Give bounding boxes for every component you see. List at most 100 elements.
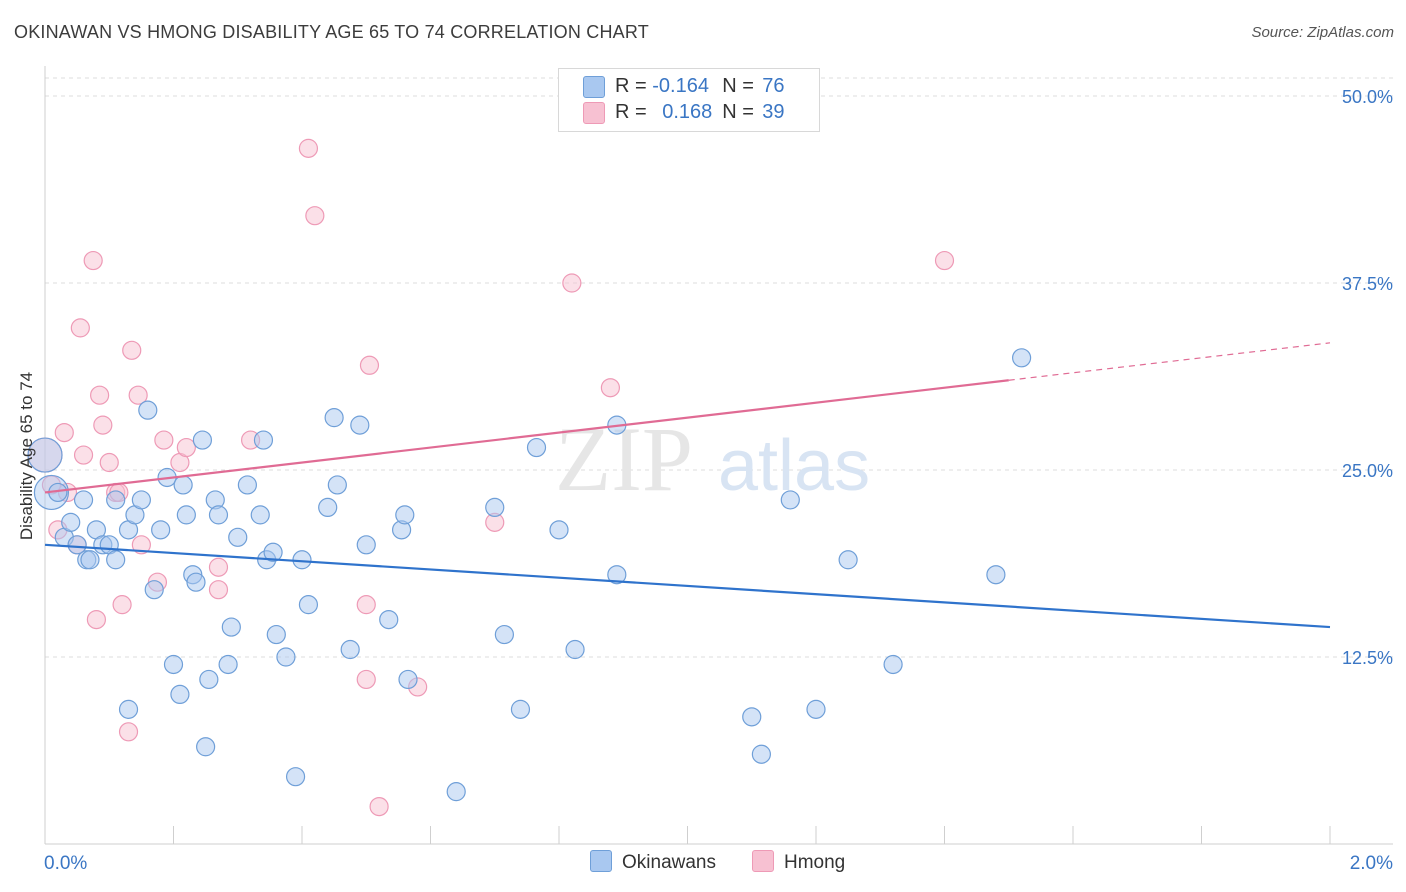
okinawan-point	[565, 639, 585, 660]
okinawan-trendline	[44, 543, 1331, 629]
x-tick-label-min: 0.0%	[44, 853, 87, 874]
okinawan-point	[327, 475, 347, 495]
okinawan-point	[742, 707, 762, 727]
chart-title: OKINAWAN VS HMONG DISABILITY AGE 65 TO 7…	[14, 22, 649, 42]
legend-n-value: 76	[762, 75, 785, 97]
okinawan-point	[250, 505, 270, 525]
okinawan-point	[276, 647, 296, 667]
legend-r-value: 0.168	[662, 101, 713, 123]
legend-n-value: 39	[762, 101, 785, 123]
hmong-point	[298, 138, 319, 158]
hmong-point	[934, 250, 955, 271]
okinawan-point	[144, 580, 164, 600]
hmong-point	[305, 206, 325, 226]
hmong-point	[118, 722, 139, 742]
okinawan-point	[318, 497, 338, 517]
okinawan-point	[780, 490, 800, 510]
hmong-point	[369, 796, 389, 817]
hmong-point	[128, 385, 148, 405]
okinawan-point	[324, 408, 344, 428]
hmong-point	[99, 452, 119, 473]
okinawan-point	[118, 699, 139, 719]
okinawan-point	[266, 624, 286, 645]
hmong-trendline-extension	[1008, 342, 1331, 381]
hmong-point	[73, 445, 94, 465]
okinawan-point	[208, 505, 229, 525]
hmong-point	[208, 580, 229, 600]
hmong-point	[112, 595, 132, 615]
hmong-point	[93, 415, 113, 435]
hmong-legend-swatch	[752, 850, 774, 873]
okinawan-point	[838, 550, 858, 570]
okinawan-point	[446, 782, 466, 802]
gridlines	[45, 77, 1393, 658]
hmong-point	[176, 437, 196, 458]
okinawan-point	[494, 624, 514, 645]
okinawan-point	[80, 550, 100, 570]
okinawan-point	[485, 497, 505, 517]
hmong-point	[359, 355, 380, 375]
hmong-point	[54, 423, 74, 443]
okinawan-point	[285, 767, 306, 787]
trendlines	[44, 342, 1331, 629]
hmong-legend-label: Hmong	[784, 852, 846, 873]
okinawan-point	[199, 669, 219, 690]
hmong-point	[600, 378, 621, 398]
okinawan-point	[806, 699, 826, 719]
legend-r-label: R =	[615, 75, 653, 97]
okinawan-point	[61, 512, 81, 532]
hmong-point	[122, 340, 142, 360]
okinawan-point	[163, 654, 184, 675]
hmong-point	[208, 557, 229, 577]
hmong-point	[356, 669, 376, 690]
okinawan-swatch	[583, 75, 605, 98]
okinawan-point	[298, 595, 319, 615]
y-axis-label: Disability Age 65 to 74	[17, 372, 36, 540]
hmong-point	[562, 273, 582, 293]
okinawan-point	[192, 430, 213, 450]
okinawan-point	[549, 520, 569, 540]
okinawan-point	[151, 520, 171, 540]
okinawan-point	[883, 654, 903, 675]
legend-n-label: N =	[722, 75, 754, 97]
okinawan-point	[1011, 348, 1032, 368]
y-tick-label: 50.0%	[1342, 87, 1393, 107]
legend-r-value: -0.164	[652, 75, 709, 97]
hmong-point	[90, 385, 110, 405]
hmong-point	[86, 609, 107, 630]
correlation-legend: R = -0.164 N = 76 R = 0.168 N = 39	[558, 68, 820, 132]
legend-row-okinawans: R = -0.164 N = 76	[583, 75, 785, 101]
okinawan-point	[237, 475, 257, 495]
okinawan-point	[379, 609, 399, 630]
okinawan-point	[607, 565, 627, 585]
okinawan-point	[138, 400, 158, 420]
okinawan-point	[398, 669, 418, 690]
y-tick-label: 25.0%	[1342, 461, 1393, 481]
legend-r-label: R =	[615, 101, 653, 123]
okinawan-point	[350, 415, 370, 435]
axes	[44, 66, 1393, 845]
okinawan-point	[176, 505, 196, 525]
okinawan-point	[253, 430, 274, 450]
hmong-point	[70, 318, 90, 338]
okinawan-point	[395, 505, 415, 525]
okinawan-point	[170, 684, 190, 705]
okinawan-point	[263, 542, 283, 562]
legend-row-hmong: R = 0.168 N = 39	[583, 101, 785, 127]
okinawan-point	[221, 617, 241, 637]
legend-okinawans: Okinawans	[590, 850, 716, 874]
hmong-point	[83, 250, 103, 271]
okinawan-point	[228, 527, 248, 547]
legend-n-label: N =	[722, 101, 754, 123]
okinawan-point	[73, 490, 94, 510]
okinawan-point	[186, 572, 206, 592]
okinawan-point	[27, 437, 63, 473]
okinawan-point	[218, 654, 238, 675]
okinawan-point	[131, 490, 151, 510]
hmong-swatch	[583, 101, 605, 124]
okinawan-point	[340, 639, 360, 660]
okinawan-point	[173, 475, 193, 495]
okinawan-point	[106, 490, 126, 510]
okinawan-point	[196, 737, 216, 757]
legend-hmong: Hmong	[752, 850, 846, 874]
